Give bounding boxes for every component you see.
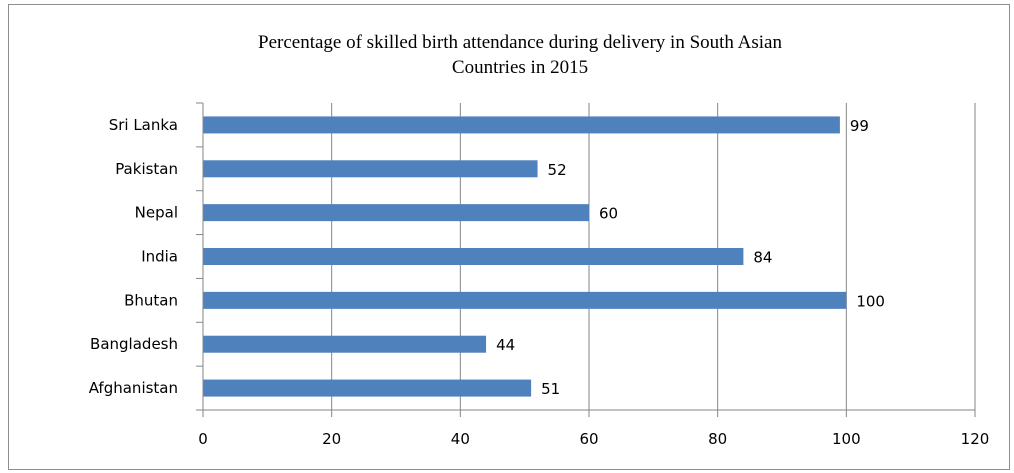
x-tick-label: 0 xyxy=(198,430,208,448)
category-label: Afghanistan xyxy=(89,379,178,397)
x-tick-label: 80 xyxy=(708,430,727,448)
data-label: 84 xyxy=(753,249,772,267)
bars xyxy=(203,116,847,397)
category-label: Sri Lanka xyxy=(109,116,178,134)
data-label: 51 xyxy=(541,380,560,398)
bar-afghanistan xyxy=(203,379,532,397)
data-label: 44 xyxy=(496,336,515,354)
category-label: Pakistan xyxy=(115,160,178,178)
x-tick-label: 120 xyxy=(961,430,990,448)
category-label: Bangladesh xyxy=(90,335,178,353)
bar-bhutan xyxy=(203,291,847,309)
category-label: Nepal xyxy=(135,204,178,222)
x-tick-label: 40 xyxy=(451,430,470,448)
chart-title: Percentage of skilled birth attendance d… xyxy=(258,32,782,78)
x-tick-label: 100 xyxy=(832,430,861,448)
data-label: 52 xyxy=(548,161,567,179)
axes xyxy=(196,102,976,417)
bar-sri-lanka xyxy=(203,116,840,134)
category-label: Bhutan xyxy=(124,291,178,309)
labels: 0 20 40 60 80 100 120 Sri Lanka 99 Pakistan 52 Nepa… xyxy=(89,116,990,448)
bar-bangladesh xyxy=(203,335,487,353)
bar-india xyxy=(203,248,744,265)
x-tick-label: 20 xyxy=(322,430,341,448)
data-label: 60 xyxy=(599,205,618,223)
x-tick-label: 60 xyxy=(579,430,598,448)
bar-pakistan xyxy=(203,160,538,178)
data-label: 100 xyxy=(856,292,885,310)
data-label: 99 xyxy=(850,117,869,135)
bar-nepal xyxy=(203,204,589,222)
category-label: India xyxy=(141,248,178,266)
